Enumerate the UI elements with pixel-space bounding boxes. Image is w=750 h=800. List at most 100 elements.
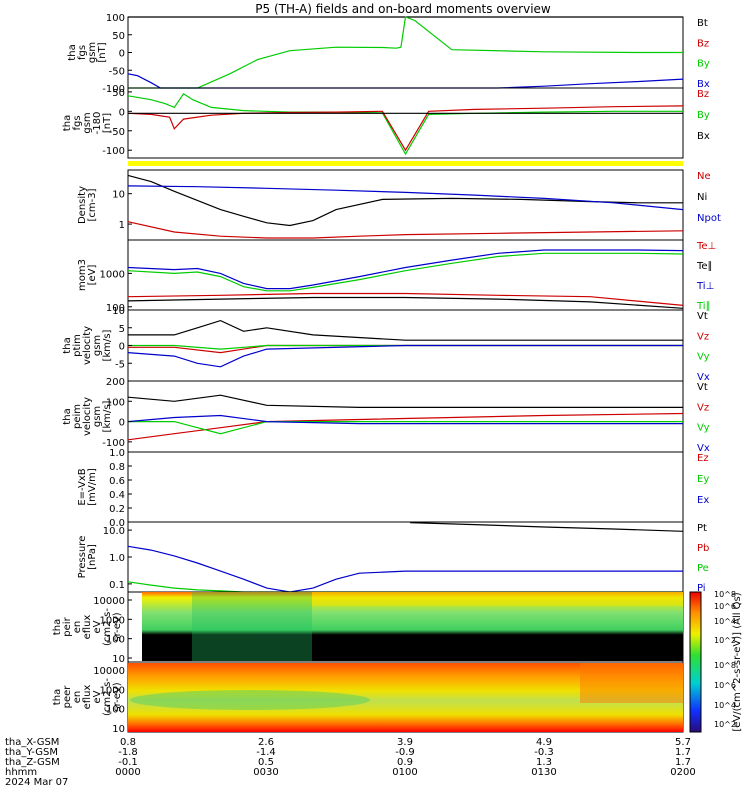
y-axis-label: [mV/m] <box>87 468 98 506</box>
y-tick-label: 10 <box>112 190 125 201</box>
y-axis-label: peim <box>72 404 83 429</box>
mode-bar <box>128 161 683 166</box>
panel-fgs-gsm-detrended: 50 0 -50 -100 tha fgs gsm -180 [nT] Bz By Bx <box>62 87 710 159</box>
y-tick-label: -100 <box>102 146 125 157</box>
orbit-footer: tha_X-GSM 0.8 2.6 3.9 4.9 5.7 tha_Y-GSM -1.8 -1.… <box>5 737 696 788</box>
y-tick-label: -100 <box>102 84 125 95</box>
y-axis-label: tha <box>52 619 63 635</box>
legend-entry: Te∥ <box>696 261 713 272</box>
y-tick-label: 1.0 <box>109 448 125 459</box>
legend-entry: Vz <box>697 402 709 413</box>
legend-entry: Bt <box>697 18 708 29</box>
footer-value: 0100 <box>392 767 417 778</box>
y-axis-label: [nPa] <box>87 544 98 570</box>
y-tick-label: 10 <box>112 654 125 665</box>
y-tick-label: 0.4 <box>109 490 125 501</box>
footer-value: 0.5 <box>258 757 274 768</box>
panel-ptim-velocity: 10 5 0 -5 tha ptim velocity gsm [km/s] Vt Vz Vy Vx <box>62 306 710 383</box>
series-line-Vt <box>128 319 683 341</box>
footer-date: 2024 Mar 07 <box>5 777 68 788</box>
series-line-Te⊥ <box>127 292 684 306</box>
legend-entry: Vx <box>697 372 710 383</box>
y-axis-label: mom3 <box>77 259 88 291</box>
legend-entry: Bx <box>697 79 710 90</box>
y-axis-label: peir <box>62 616 73 636</box>
legend-entry: Pe <box>697 563 709 574</box>
y-axis-label: [eV] <box>87 265 98 286</box>
y-tick-label: 0.1 <box>109 580 125 591</box>
y-axis-label: E=-VxB <box>77 468 88 505</box>
y-axis-label: ptim <box>72 334 83 357</box>
legend-entry: Ni <box>697 192 707 203</box>
y-tick-label: 1000 <box>100 269 125 280</box>
y-axis-label: Pressure <box>77 536 88 579</box>
footer-value: 0.9 <box>397 757 413 768</box>
panel-frame <box>127 451 684 523</box>
series-line-Vz <box>127 412 684 441</box>
y-tick-label: 10000 <box>93 596 125 607</box>
y-tick-label: 10 <box>112 724 125 735</box>
ion-spectrogram-image <box>142 592 683 661</box>
y-tick-label: -50 <box>109 66 125 77</box>
y-axis-label: en <box>72 621 83 634</box>
colorbar-tick: 10^8 <box>714 661 736 670</box>
colorbar: 10^2 10^4 10^6 10^8 10^2 10^4 10^6 10^8 … <box>689 590 743 733</box>
y-tick-label: 0 <box>119 49 125 60</box>
y-tick-label: 0 <box>119 418 125 429</box>
footer-row-label: hhmm <box>5 767 37 778</box>
y-axis-label: en <box>72 691 83 704</box>
footer-value: -0.9 <box>395 747 415 758</box>
y-tick-label: 100 <box>106 705 125 716</box>
y-axis-label: gsm <box>92 406 103 427</box>
series-line-Vt <box>127 394 683 408</box>
y-tick-label: 100 <box>106 303 125 314</box>
y-axis-label: eflux <box>82 615 93 640</box>
y-tick-label: 5 <box>119 324 125 335</box>
panel-density: 10 1 Density [cm-3] Ne Ni Npot <box>77 169 721 241</box>
y-tick-label: 0.6 <box>109 476 125 487</box>
series-line-Te∥ <box>127 296 684 309</box>
y-axis-label: velocity <box>82 326 93 365</box>
chart-title: P5 (TH-A) fields and on-board moments ov… <box>255 2 551 16</box>
y-tick-label: 0.8 <box>109 462 125 473</box>
legend-entry: Ex <box>697 495 709 506</box>
y-tick-label: 0.0 <box>109 518 125 529</box>
colorbar-tick: 10^4 <box>714 617 736 626</box>
series-line-Bz <box>127 105 684 152</box>
legend-entry: Bz <box>697 89 709 100</box>
legend-entry: Pb <box>697 543 709 554</box>
y-tick-label: 100 <box>106 397 125 408</box>
footer-value: 3.9 <box>397 737 413 748</box>
footer-value: 2.6 <box>258 737 274 748</box>
y-axis-label: eflux <box>82 685 93 710</box>
y-tick-label: 1000 <box>100 615 125 626</box>
y-tick-label: 200 <box>106 377 125 388</box>
series-line-Vy <box>128 421 683 435</box>
legend-entry: Vt <box>697 382 708 393</box>
series-line-Pt <box>410 522 684 532</box>
footer-row-label: tha_Y-GSM <box>5 747 58 758</box>
y-tick-label: 50 <box>112 88 125 99</box>
y-axis-label: tha <box>62 337 73 353</box>
y-axis-label: tha <box>62 115 73 131</box>
series-line-Ti∥ <box>127 252 684 292</box>
panel-frame <box>127 521 684 593</box>
y-axis-label: sr-eV) <box>112 612 123 641</box>
footer-value: 1.7 <box>675 757 691 768</box>
legend-entry: Ti∥ <box>696 301 711 312</box>
series-line-Vx <box>127 414 683 425</box>
footer-value: 1.3 <box>536 757 552 768</box>
legend-entry: Ez <box>697 453 709 464</box>
y-axis-label: gsm <box>87 42 98 63</box>
legend-entry: Bz <box>697 38 709 49</box>
y-axis-label: -180 <box>92 112 103 135</box>
series-line-Ti⊥ <box>127 249 684 290</box>
y-tick-label: -100 <box>102 438 125 449</box>
footer-value: 0130 <box>531 767 556 778</box>
panel-peim-velocity: 200 100 0 -100 tha peim velocity gsm [km/s] Vt Vz V… <box>62 377 710 454</box>
y-tick-label: 10.0 <box>103 526 125 537</box>
y-axis-label: gsm <box>82 112 93 133</box>
footer-row-label: tha_X-GSM <box>5 737 59 748</box>
electron-spectrogram-image <box>128 663 683 732</box>
legend-entry: Ne <box>697 171 711 182</box>
